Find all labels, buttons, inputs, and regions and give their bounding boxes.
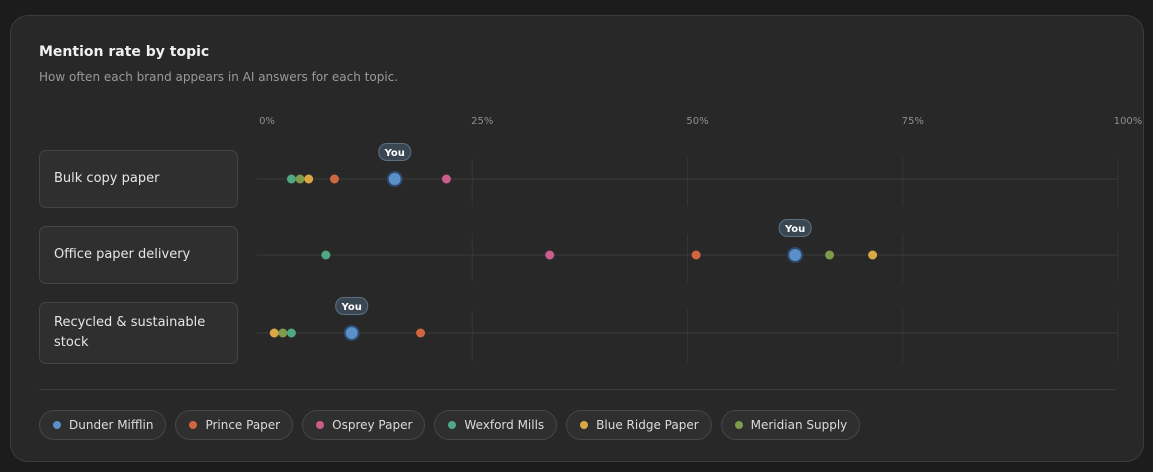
you-badge [778,219,812,237]
brand-dot [329,174,339,184]
legend-label: Osprey Paper [332,418,413,432]
x-tick-label: 100% [1113,116,1143,127]
brand-dot [691,250,701,260]
x-tick-label: 50% [686,116,709,127]
brand-dot [825,250,835,260]
x-tick-label: 75% [901,116,924,127]
legend-item[interactable]: Osprey Paper [302,410,426,440]
brand-dot [286,174,296,184]
brand-dot [295,174,305,184]
legend-label: Wexford Mills [464,418,545,432]
dot-plot: You You You [257,143,1119,362]
topic-label: Office paper delivery [39,226,238,284]
brand-dot [269,328,279,338]
x-tick-label: 25% [471,116,494,127]
topic-label: Bulk copy paper [39,150,238,208]
brand-dot [286,328,296,338]
brand-dot [278,328,288,338]
you-badge-label: You [341,302,362,313]
you-badge [335,297,369,315]
x-tick-label: 0% [259,116,275,127]
you-marker [343,325,360,341]
legend-label: Blue Ridge Paper [596,418,699,432]
legend-dot-icon [53,421,61,429]
legend-dot-icon [448,421,457,429]
brand-dot [868,250,878,260]
you-marker [386,171,403,187]
brand-dot [441,174,451,184]
legend-item[interactable]: Dunder Mifflin [39,410,167,440]
legend-label: Meridian Supply [750,418,848,432]
legend-item[interactable]: Wexford Mills [434,410,558,440]
topic-label: Recycled & sustainable stock [39,302,238,364]
legend-label: Dunder Mifflin [69,418,154,432]
legend-dot-icon [734,421,743,429]
mention-rate-card: Mention rate by topic How often each bra… [10,15,1144,462]
chart-title: Mention rate by topic [39,44,210,60]
brand-dot [304,174,314,184]
legend-label: Prince Paper [205,418,281,432]
legend-dot-icon [316,421,325,429]
brand-dot [321,250,331,260]
you-badge-label: You [384,148,405,159]
legend-dot-icon [189,421,198,429]
brand-dot [545,250,555,260]
legend: Dunder Mifflin Prince Paper Osprey Paper We… [39,410,861,440]
brand-dot [416,328,426,338]
legend-divider [39,389,1116,390]
legend-item[interactable]: Prince Paper [175,410,294,440]
legend-dot-icon [580,421,589,429]
you-badge [378,143,412,161]
legend-item[interactable]: Meridian Supply [720,410,861,440]
chart-subtitle: How often each brand appears in AI answe… [39,70,399,84]
you-badge-label: You [784,224,805,235]
you-marker [787,247,804,263]
legend-item[interactable]: Blue Ridge Paper [566,410,712,440]
